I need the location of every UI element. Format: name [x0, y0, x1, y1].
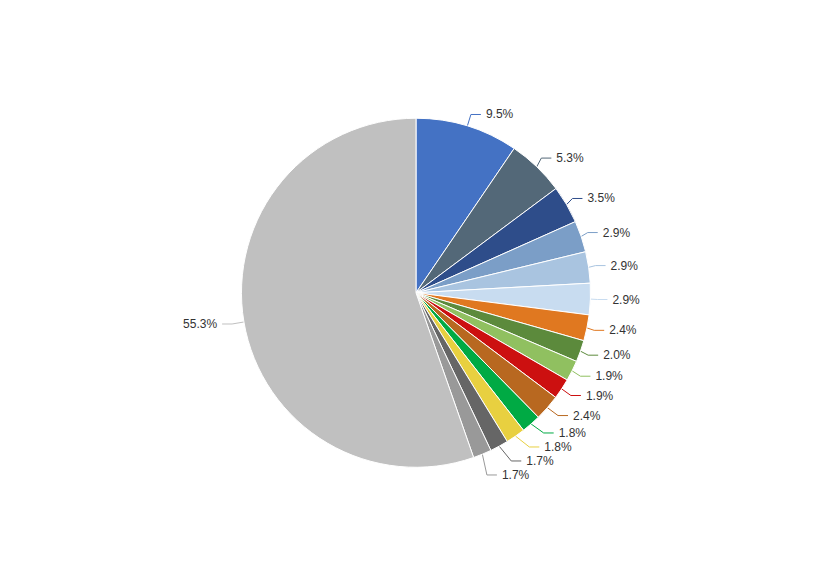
- svg-text:2.9%: 2.9%: [612, 293, 640, 307]
- svg-text:2.4%: 2.4%: [609, 323, 637, 337]
- svg-text:3.5%: 3.5%: [587, 191, 615, 205]
- svg-text:2.9%: 2.9%: [603, 226, 631, 240]
- svg-text:1.9%: 1.9%: [595, 369, 623, 383]
- svg-text:1.8%: 1.8%: [559, 426, 587, 440]
- svg-text:2.4%: 2.4%: [573, 409, 601, 423]
- svg-text:2.0%: 2.0%: [603, 348, 631, 362]
- svg-text:2.9%: 2.9%: [611, 259, 639, 273]
- svg-text:1.7%: 1.7%: [526, 454, 554, 468]
- svg-text:1.8%: 1.8%: [544, 440, 572, 454]
- svg-text:9.5%: 9.5%: [486, 107, 514, 121]
- svg-text:55.3%: 55.3%: [183, 317, 217, 331]
- svg-text:1.9%: 1.9%: [586, 389, 614, 403]
- svg-text:1.7%: 1.7%: [502, 468, 530, 482]
- svg-text:5.3%: 5.3%: [556, 151, 584, 165]
